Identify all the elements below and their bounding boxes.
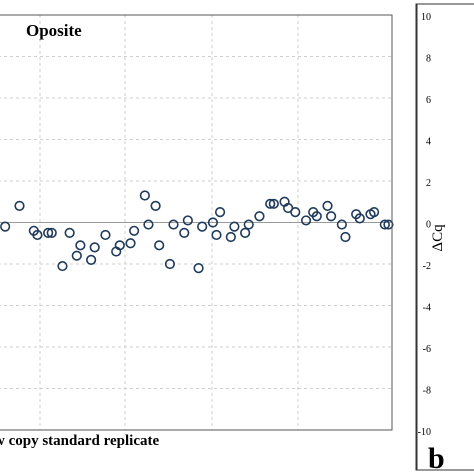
data-point xyxy=(143,219,154,230)
panel-a-title: Oposite xyxy=(26,21,82,40)
panel-b-y-tick-label: 6 xyxy=(426,95,431,106)
panel-b-y-tick-label: -10 xyxy=(418,427,431,438)
data-point xyxy=(197,221,208,232)
panel-a: Oposite w copy standard replicate xyxy=(0,14,394,449)
data-point xyxy=(268,198,279,209)
data-point xyxy=(154,240,165,251)
panel-b-frame xyxy=(415,3,474,471)
data-point xyxy=(290,207,301,218)
data-point xyxy=(164,258,176,270)
panel-b: 10 8 6 4 2 0 -2 -4 -6 -8 -10 ΔCq b xyxy=(415,3,474,474)
data-point xyxy=(336,219,347,230)
data-point xyxy=(243,219,254,230)
panel-b-y-tick-label: -4 xyxy=(423,303,431,314)
data-point xyxy=(354,213,365,224)
data-point xyxy=(211,229,222,241)
data-point xyxy=(125,238,136,249)
data-point xyxy=(0,221,11,232)
data-point xyxy=(254,211,265,222)
data-point xyxy=(193,263,204,274)
data-point xyxy=(207,217,219,228)
data-point xyxy=(14,200,25,211)
data-point xyxy=(229,221,240,232)
data-point xyxy=(100,229,111,241)
data-point xyxy=(71,250,82,261)
panel-b-y-axis-label: ΔCq xyxy=(430,224,446,252)
panel-b-y-tick-label: 10 xyxy=(421,12,431,23)
data-point xyxy=(75,240,86,251)
data-point xyxy=(129,225,140,236)
data-point xyxy=(340,231,351,243)
data-point xyxy=(300,215,312,226)
data-point xyxy=(240,227,251,238)
panel-b-y-tick-label: 4 xyxy=(426,137,431,148)
data-point xyxy=(182,215,193,226)
data-point xyxy=(311,211,322,222)
panel-b-y-tick-label: -8 xyxy=(423,386,431,397)
panel-b-y-tick-label: -2 xyxy=(423,261,431,272)
data-point xyxy=(265,198,276,209)
data-point xyxy=(322,200,333,211)
data-point xyxy=(214,207,226,218)
data-point xyxy=(43,227,54,238)
panel-b-y-tick-label: 2 xyxy=(426,178,431,189)
panel-b-y-tick-label: 8 xyxy=(426,54,431,65)
data-point xyxy=(64,227,75,238)
data-point xyxy=(379,219,390,230)
panel-b-letter: b xyxy=(428,442,445,474)
panel-b-y-tick-label: 0 xyxy=(426,220,431,231)
data-point xyxy=(368,207,380,218)
data-point xyxy=(32,229,43,241)
data-point xyxy=(46,227,57,238)
panel-b-y-ticks: 10 8 6 4 2 0 -2 -4 -6 -8 -10 xyxy=(418,12,431,438)
data-point xyxy=(326,211,337,222)
data-point xyxy=(225,231,236,243)
data-point xyxy=(86,254,97,265)
panel-a-points xyxy=(0,190,394,274)
data-point xyxy=(139,190,150,201)
panel-a-x-axis-label: w copy standard replicate xyxy=(0,433,159,449)
panel-a-plot-frame xyxy=(0,14,393,431)
data-point xyxy=(168,219,179,230)
data-point xyxy=(179,227,190,238)
data-point xyxy=(383,219,394,230)
panel-b-y-tick-label: -6 xyxy=(423,344,431,355)
data-point xyxy=(114,240,125,251)
data-point xyxy=(57,260,68,272)
data-point xyxy=(89,242,100,253)
data-point xyxy=(150,200,161,211)
